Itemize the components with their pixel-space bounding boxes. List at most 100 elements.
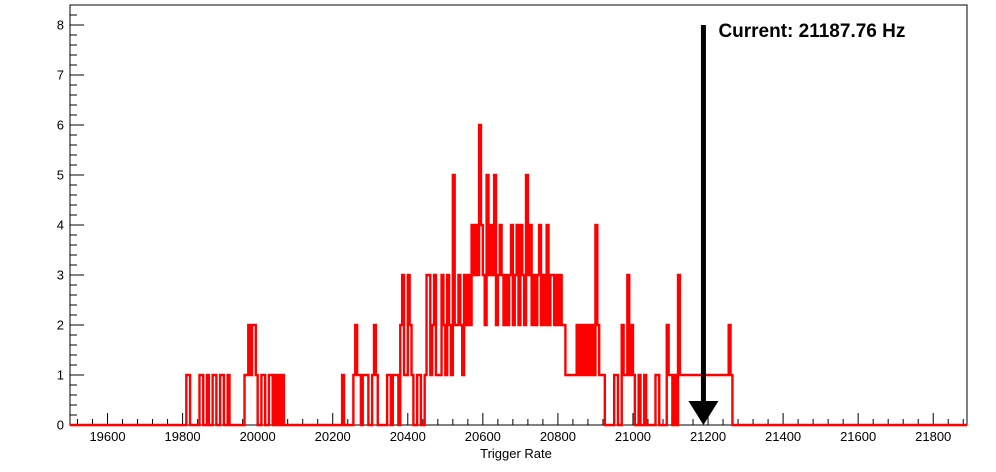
histogram-bin	[686, 375, 688, 425]
x-tick-label: 20400	[390, 429, 426, 444]
histogram-bin	[594, 375, 596, 425]
histogram-bin	[466, 325, 468, 425]
histogram-bin	[485, 325, 487, 425]
histogram-bin	[693, 375, 695, 425]
histogram-bin	[365, 375, 367, 425]
histogram-bin	[528, 275, 530, 425]
histogram-bin	[669, 375, 671, 425]
histogram-bin	[438, 375, 440, 425]
histogram-bin	[445, 375, 447, 425]
histogram-bin	[590, 375, 592, 425]
x-tick-label: 21600	[840, 429, 876, 444]
histogram-bin	[625, 375, 627, 425]
histogram-bin	[562, 325, 564, 425]
histogram-bin	[457, 325, 459, 425]
x-axis-title: Trigger Rate	[480, 446, 552, 461]
y-tick-label: 0	[57, 418, 64, 433]
histogram-bin	[545, 325, 547, 425]
histogram-bin	[549, 325, 551, 425]
y-tick-label: 6	[57, 118, 64, 133]
histogram-bin	[682, 375, 684, 425]
histogram-bin	[477, 275, 479, 425]
x-tick-label: 21200	[690, 429, 726, 444]
y-tick-label: 8	[57, 18, 64, 33]
histogram-bin	[601, 375, 603, 425]
histogram-bin	[697, 375, 699, 425]
histogram-bin	[246, 375, 248, 425]
histogram-bin	[582, 375, 584, 425]
plot-frame	[69, 4, 968, 426]
histogram-bin	[440, 375, 442, 425]
x-tick-label: 19800	[165, 429, 201, 444]
histogram-bin	[430, 375, 432, 425]
histogram-bin	[689, 375, 691, 425]
histogram-bin	[535, 325, 537, 425]
histogram-bin	[573, 375, 575, 425]
histogram-bin	[714, 375, 716, 425]
histogram-bin	[717, 375, 719, 425]
histogram-bin	[565, 375, 567, 425]
y-tick-label: 1	[57, 368, 64, 383]
histogram-bin	[684, 375, 686, 425]
histogram-bin	[357, 375, 359, 425]
y-tick-label: 7	[57, 68, 64, 83]
histogram-bin	[725, 375, 727, 425]
histogram-bin	[629, 375, 631, 425]
histogram-bin	[455, 325, 457, 425]
histogram-bin	[727, 375, 729, 425]
histogram-bin	[492, 275, 494, 425]
histogram-bin	[524, 325, 526, 425]
x-axis: 19600 19800 20000 20200 20400 20600 20800 21000…	[77, 413, 964, 444]
histogram-bin	[488, 275, 490, 425]
histogram-bin	[554, 325, 556, 425]
histogram-bin	[710, 375, 712, 425]
histogram-bin	[624, 375, 626, 425]
y-tick-label: 5	[57, 168, 64, 183]
x-tick-label: 20600	[465, 429, 501, 444]
histogram-bin	[695, 375, 697, 425]
histogram-bin	[541, 325, 543, 425]
current-rate-label: Current: 21187.76 Hz	[718, 21, 905, 42]
histogram-bin	[496, 325, 498, 425]
x-tick-label: 19600	[89, 429, 125, 444]
histogram-bin	[404, 375, 406, 425]
histogram-bin	[567, 375, 569, 425]
histogram-bin	[507, 325, 509, 425]
histogram-bin	[503, 325, 505, 425]
histogram-bin	[470, 325, 472, 425]
x-tick-label: 20000	[240, 429, 276, 444]
histogram-bin	[687, 375, 689, 425]
histogram-bin	[462, 375, 464, 425]
histogram-bin	[569, 375, 571, 425]
histogram-bin	[532, 325, 534, 425]
histogram-bin	[473, 275, 475, 425]
histogram-outline	[70, 123, 967, 427]
current-rate-arrow-head	[688, 401, 719, 425]
histogram-bin	[395, 375, 397, 425]
histogram-bin	[250, 375, 252, 425]
y-tick-label: 3	[57, 268, 64, 283]
x-tick-label: 21000	[615, 429, 651, 444]
histogram-bin	[436, 375, 438, 425]
histogram-bin	[513, 325, 515, 425]
histogram-bin	[691, 375, 693, 425]
histogram-bin	[575, 375, 577, 425]
histogram-bin	[680, 375, 682, 425]
x-tick-label: 20800	[540, 429, 576, 444]
y-tick-label: 4	[57, 218, 64, 233]
histogram-bin	[723, 375, 725, 425]
histogram-bin	[571, 375, 573, 425]
annotations: Current: 21187.76 Hz	[688, 21, 905, 425]
histogram-bin	[586, 375, 588, 425]
histogram-bin	[721, 375, 723, 425]
histogram-bin	[451, 375, 453, 425]
histogram-bin	[719, 375, 721, 425]
histogram-bin	[599, 375, 601, 425]
histogram-bin	[716, 375, 718, 425]
histogram-bin	[558, 325, 560, 425]
x-tick-label: 21800	[915, 429, 951, 444]
x-tick-label: 20200	[315, 429, 351, 444]
histogram-bin	[579, 375, 581, 425]
y-tick-label: 2	[57, 318, 64, 333]
